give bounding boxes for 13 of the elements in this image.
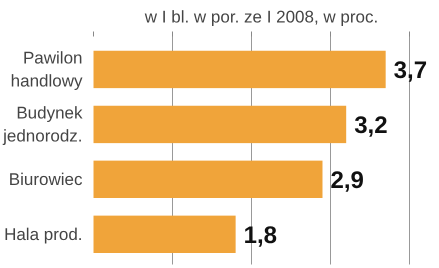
y-tick-label: Pawilon handlowy — [10, 48, 83, 90]
data-label: 3,7 — [394, 56, 428, 84]
y-tick-label: Biurowiec — [8, 170, 83, 189]
data-label: 1,8 — [244, 222, 278, 249]
bar — [94, 216, 236, 253]
y-tick-label: Hala prod. — [4, 224, 83, 244]
data-label: 2,9 — [330, 166, 364, 194]
y-tick-label: Budynek jednorodz. — [2, 104, 83, 146]
bar — [94, 160, 322, 198]
bar — [94, 106, 346, 144]
data-label: 3,2 — [354, 112, 388, 139]
bar — [94, 50, 386, 88]
chart-title: w I bl. w por. ze I 2008, w proc. — [144, 8, 378, 26]
